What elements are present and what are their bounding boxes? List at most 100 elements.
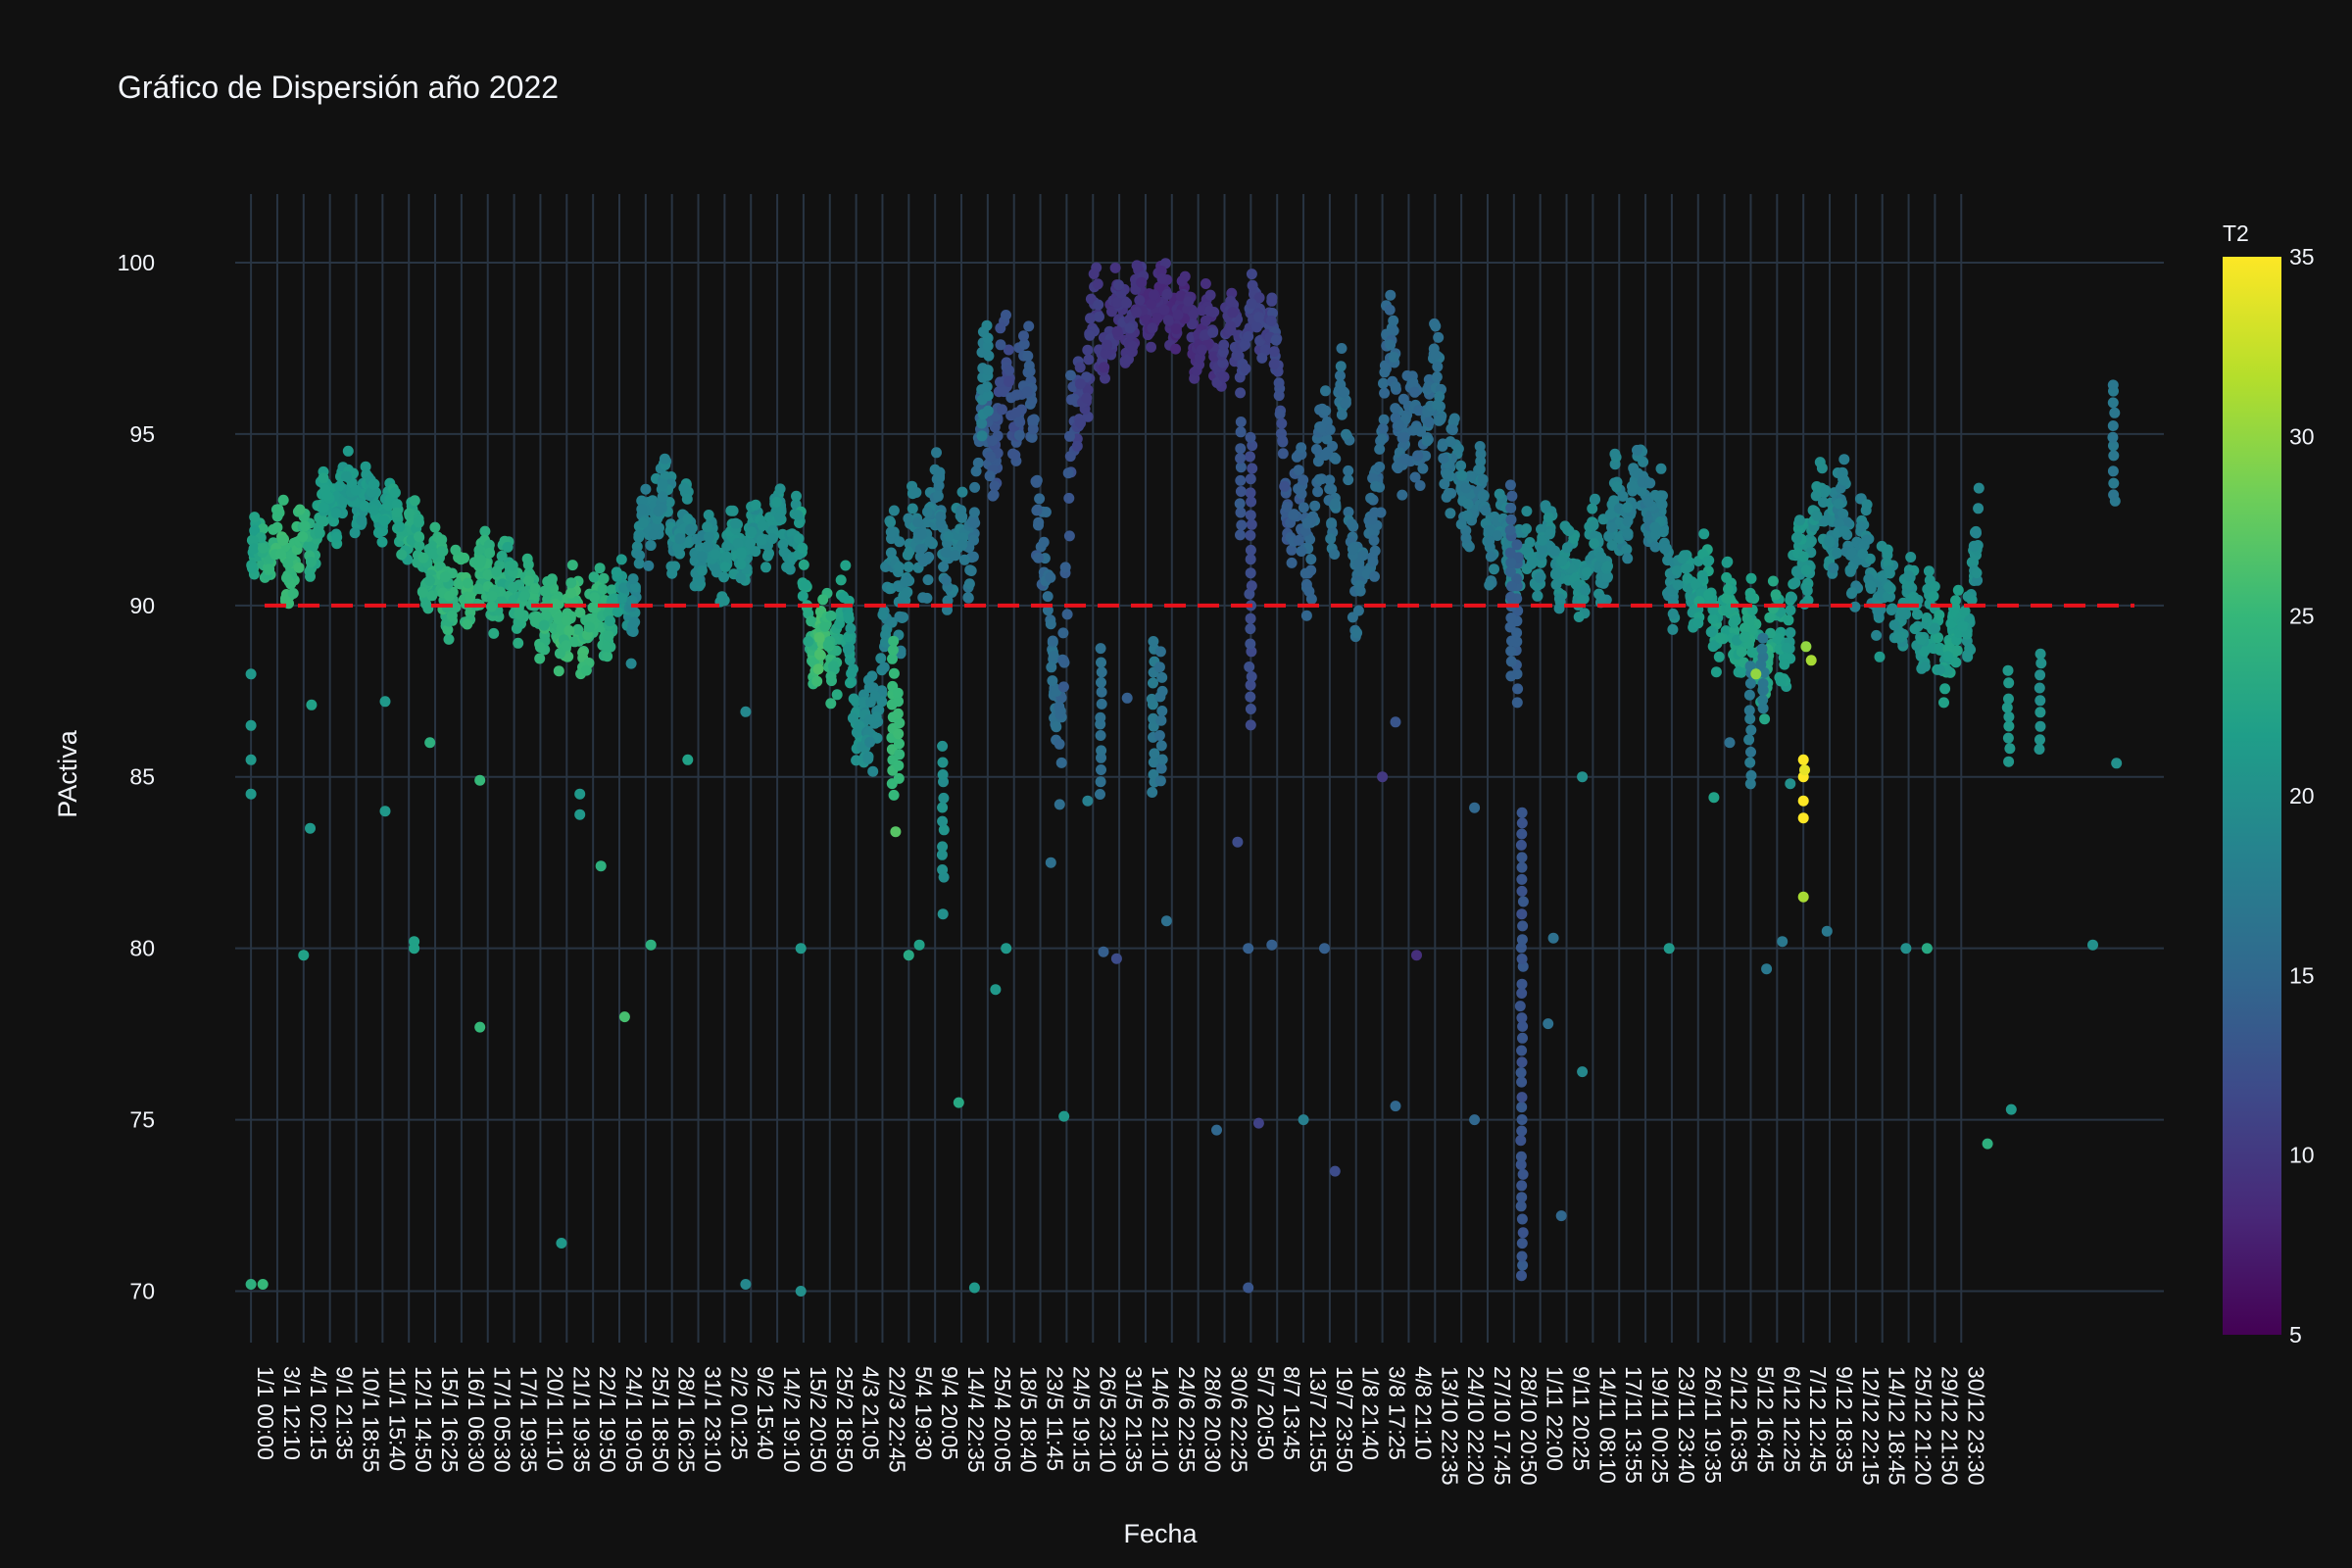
data-point <box>845 677 856 689</box>
outlier-point <box>245 668 257 680</box>
data-point <box>783 563 795 574</box>
data-point <box>1649 541 1661 553</box>
data-point <box>1550 579 1562 590</box>
data-point <box>1388 351 1399 363</box>
data-point <box>1245 544 1256 556</box>
data-point <box>1888 619 1900 631</box>
data-point <box>1074 378 1086 390</box>
data-point <box>1244 588 1255 600</box>
data-point <box>2107 397 2119 409</box>
data-point <box>1094 311 1104 322</box>
data-point <box>1622 502 1633 514</box>
outlier-point <box>1469 1114 1481 1126</box>
data-point <box>1430 320 1442 332</box>
data-point <box>350 484 362 496</box>
data-point <box>1368 535 1380 546</box>
data-point <box>1065 394 1077 406</box>
data-point <box>1537 534 1548 546</box>
data-point <box>893 772 905 784</box>
data-point <box>1245 451 1255 463</box>
data-point <box>2001 702 2013 713</box>
data-point <box>1445 508 1456 519</box>
data-point <box>1246 580 1257 592</box>
data-point <box>1785 627 1796 638</box>
data-point <box>1517 1227 1529 1239</box>
data-point <box>1096 745 1107 757</box>
outlier-point <box>1577 771 1589 783</box>
y-axis-ticks: 70 75 80 85 90 95 100 <box>118 250 155 1304</box>
data-point <box>1516 978 1528 990</box>
data-point <box>1909 595 1921 607</box>
grid-layer <box>235 194 2164 1343</box>
data-point <box>475 555 487 565</box>
high-t2-point <box>1805 655 1817 666</box>
data-point <box>735 547 747 559</box>
data-point <box>287 588 299 599</box>
data-point <box>1003 344 1014 356</box>
data-point <box>1966 594 1978 606</box>
data-point <box>1013 429 1025 441</box>
data-point <box>846 667 858 679</box>
data-point <box>1281 501 1293 513</box>
data-point <box>1770 589 1782 601</box>
outlier-point <box>305 822 316 834</box>
data-point <box>1617 490 1629 502</box>
data-point <box>1549 545 1560 557</box>
data-point <box>2107 466 2119 477</box>
data-point <box>1288 510 1299 520</box>
outlier-point <box>409 943 420 955</box>
data-point <box>427 548 439 560</box>
data-point <box>1516 1045 1528 1056</box>
data-point <box>1158 304 1170 316</box>
data-point <box>1622 527 1634 539</box>
x-tick-label: 10/1 18:55 <box>359 1366 384 1473</box>
data-point <box>368 504 379 515</box>
data-point <box>1951 645 1963 657</box>
colorbar-tick-label: 5 <box>2289 1322 2302 1348</box>
data-point <box>484 547 496 559</box>
data-point <box>1054 709 1066 720</box>
data-point <box>1245 638 1256 650</box>
x-tick-label: 20/1 11:10 <box>542 1366 567 1471</box>
data-point <box>1838 509 1849 519</box>
data-point <box>987 435 999 447</box>
outlier-point <box>1001 943 1012 955</box>
data-point <box>391 507 403 518</box>
y-tick-label: 75 <box>129 1107 155 1133</box>
data-point <box>1832 547 1843 559</box>
data-point <box>1018 330 1029 342</box>
data-point <box>981 319 993 331</box>
data-point <box>1485 551 1496 563</box>
data-point <box>931 447 942 459</box>
data-point <box>1152 313 1163 324</box>
data-point <box>306 557 317 568</box>
data-point <box>1245 529 1256 541</box>
data-point <box>719 562 731 572</box>
data-point <box>1781 642 1792 654</box>
data-point <box>1245 704 1256 714</box>
data-point <box>1018 338 1030 350</box>
data-point <box>1109 262 1121 273</box>
data-point <box>417 552 429 564</box>
data-point <box>1156 671 1168 683</box>
data-point <box>1455 460 1467 471</box>
outlier-point <box>1469 802 1481 813</box>
data-point <box>416 586 428 598</box>
data-point <box>917 592 929 604</box>
data-point <box>1042 605 1054 616</box>
data-point <box>1347 543 1358 555</box>
data-point <box>1183 296 1195 307</box>
x-tick-label: 22/1 19:50 <box>595 1366 620 1473</box>
data-point <box>529 583 541 594</box>
data-point <box>1246 269 1257 280</box>
data-point <box>725 505 737 516</box>
data-point <box>404 508 415 519</box>
data-point <box>1973 482 1984 494</box>
colorbar-tick-label: 30 <box>2289 423 2315 449</box>
data-point <box>1891 631 1903 643</box>
data-point <box>1692 617 1704 629</box>
data-point <box>1265 315 1277 326</box>
data-point <box>277 494 289 506</box>
data-point <box>1335 369 1346 381</box>
